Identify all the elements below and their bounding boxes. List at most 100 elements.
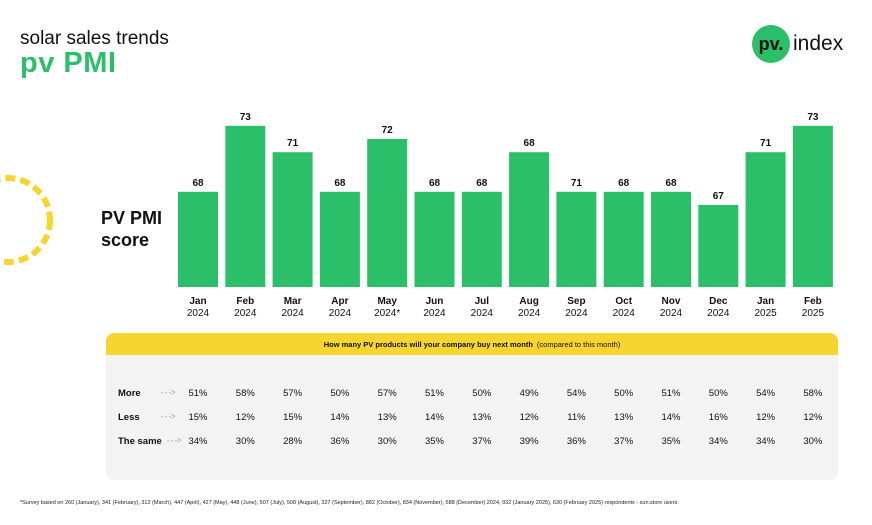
score-label-line-1: PV PMI bbox=[101, 208, 163, 228]
bar-3 bbox=[319, 191, 360, 287]
survey-cell: 39% bbox=[519, 436, 539, 447]
survey-cell: 16% bbox=[708, 412, 728, 423]
x-tick-year: 2024 bbox=[660, 308, 683, 319]
x-tick-month: Aug bbox=[519, 296, 538, 307]
x-tick-month: Jan bbox=[757, 296, 774, 307]
bar-4 bbox=[367, 139, 408, 287]
x-tick-year: 2024 bbox=[329, 308, 352, 319]
x-tick-year: 2024 bbox=[707, 308, 730, 319]
x-tick-month: Mar bbox=[284, 296, 302, 307]
bar-12 bbox=[745, 152, 786, 287]
survey-row-label: The same bbox=[118, 436, 162, 447]
x-tick-month: May bbox=[377, 296, 397, 307]
x-tick-month: Oct bbox=[615, 296, 632, 307]
x-tick-month: Nov bbox=[662, 296, 681, 307]
survey-cell: 13% bbox=[614, 412, 634, 423]
page-title: pv PMI bbox=[20, 47, 117, 79]
survey-cell: 37% bbox=[472, 436, 492, 447]
survey-table: How many PV products will your company b… bbox=[106, 333, 838, 480]
bar-value-label: 68 bbox=[618, 178, 630, 189]
x-tick-month: Dec bbox=[709, 296, 728, 307]
page-subtitle: solar sales trends bbox=[20, 28, 169, 49]
survey-row: Less - - -> 15% 12% 15% 14% 13% 14% 13% 12% 11% 13%… bbox=[106, 412, 838, 426]
survey-cell: 54% bbox=[566, 388, 586, 399]
x-tick-month: Jan bbox=[189, 296, 206, 307]
survey-row-label: Less bbox=[118, 412, 140, 423]
survey-cell: 36% bbox=[330, 436, 350, 447]
x-tick-year: 2025 bbox=[754, 308, 777, 319]
survey-cell: 13% bbox=[377, 412, 397, 423]
bar-value-label: 68 bbox=[192, 178, 204, 189]
survey-cell: 14% bbox=[661, 412, 681, 423]
survey-question: How many PV products will your company b… bbox=[323, 339, 533, 349]
sun-decoration-icon bbox=[0, 175, 53, 265]
survey-cell: 14% bbox=[424, 412, 444, 423]
survey-cell: 34% bbox=[708, 436, 728, 447]
x-tick-year: 2024 bbox=[423, 308, 446, 319]
survey-cell: 12% bbox=[235, 412, 255, 423]
row-arrow-icon: - - -> bbox=[167, 436, 182, 445]
survey-cell: 50% bbox=[472, 388, 492, 399]
survey-cell: 51% bbox=[188, 388, 208, 399]
logo-name: index bbox=[793, 32, 844, 55]
x-tick-year: 2024 bbox=[281, 308, 304, 319]
survey-cell: 50% bbox=[614, 388, 634, 399]
survey-cell: 28% bbox=[283, 436, 303, 447]
x-tick-month: Sep bbox=[567, 296, 585, 307]
x-tick-year: 2024 bbox=[613, 308, 636, 319]
survey-cell: 13% bbox=[472, 412, 492, 423]
survey-cell: 50% bbox=[330, 388, 350, 399]
survey-row: The same - - -> 34% 30% 28% 36% 30% 35% 37% 39% 36… bbox=[106, 436, 838, 450]
x-tick-year: 2024 bbox=[471, 308, 494, 319]
survey-cell: 12% bbox=[519, 412, 539, 423]
brand-logo: pv. index bbox=[752, 25, 843, 63]
survey-cell: 11% bbox=[567, 412, 586, 423]
bar-value-label: 68 bbox=[429, 178, 441, 189]
bar-2 bbox=[272, 152, 313, 287]
bar-value-label: 73 bbox=[240, 112, 252, 123]
bar-6 bbox=[461, 191, 502, 287]
x-tick-year: 2024 bbox=[187, 308, 210, 319]
bar-0 bbox=[178, 191, 218, 287]
bar-7 bbox=[509, 152, 550, 287]
footnote: *Survey based on 260 (January), 341 (Feb… bbox=[20, 500, 679, 506]
survey-cell: 35% bbox=[661, 436, 681, 447]
x-tick-month: Jun bbox=[426, 296, 444, 307]
bar-value-label: 72 bbox=[382, 125, 394, 136]
pmi-bar-chart: 68Jan202473Feb202471Mar202468Apr202472Ma… bbox=[178, 112, 833, 319]
bar-13 bbox=[792, 125, 833, 287]
bar-11 bbox=[698, 205, 739, 287]
score-label-line-2: score bbox=[101, 230, 150, 250]
survey-cell: 14% bbox=[330, 412, 350, 423]
survey-row: More - - -> 51% 58% 57% 50% 57% 51% 50% 49% 54% 50%… bbox=[106, 388, 838, 402]
survey-cell: 30% bbox=[235, 436, 255, 447]
score-label: PV PMI score bbox=[101, 207, 162, 251]
x-tick-month: Feb bbox=[236, 296, 254, 307]
survey-cell: 58% bbox=[235, 388, 255, 399]
survey-cell: 50% bbox=[708, 388, 728, 399]
x-tick-year: 2024 bbox=[518, 308, 541, 319]
bar-value-label: 67 bbox=[713, 191, 725, 202]
survey-cell: 35% bbox=[424, 436, 444, 447]
bar-value-label: 68 bbox=[476, 178, 488, 189]
x-tick-year: 2025 bbox=[802, 308, 825, 319]
survey-question-bar: How many PV products will your company b… bbox=[106, 333, 838, 355]
survey-cell: 58% bbox=[803, 388, 823, 399]
x-tick-month: Feb bbox=[804, 296, 822, 307]
survey-cell: 12% bbox=[756, 412, 776, 423]
bar-10 bbox=[651, 191, 691, 287]
bar-value-label: 71 bbox=[760, 138, 772, 149]
survey-question-note: (compared to this month) bbox=[536, 339, 621, 349]
survey-cell: 12% bbox=[803, 412, 823, 423]
survey-cell: 36% bbox=[566, 436, 586, 447]
survey-cell: 51% bbox=[424, 388, 444, 399]
bar-8 bbox=[556, 191, 597, 287]
survey-cell: 34% bbox=[188, 436, 208, 447]
survey-cell: 51% bbox=[661, 388, 681, 399]
survey-cell: 34% bbox=[756, 436, 776, 447]
bar-value-label: 71 bbox=[287, 138, 299, 149]
survey-cell: 30% bbox=[803, 436, 823, 447]
survey-cell: 30% bbox=[377, 436, 397, 447]
bar-value-label: 68 bbox=[334, 178, 346, 189]
survey-cell: 54% bbox=[756, 388, 776, 399]
